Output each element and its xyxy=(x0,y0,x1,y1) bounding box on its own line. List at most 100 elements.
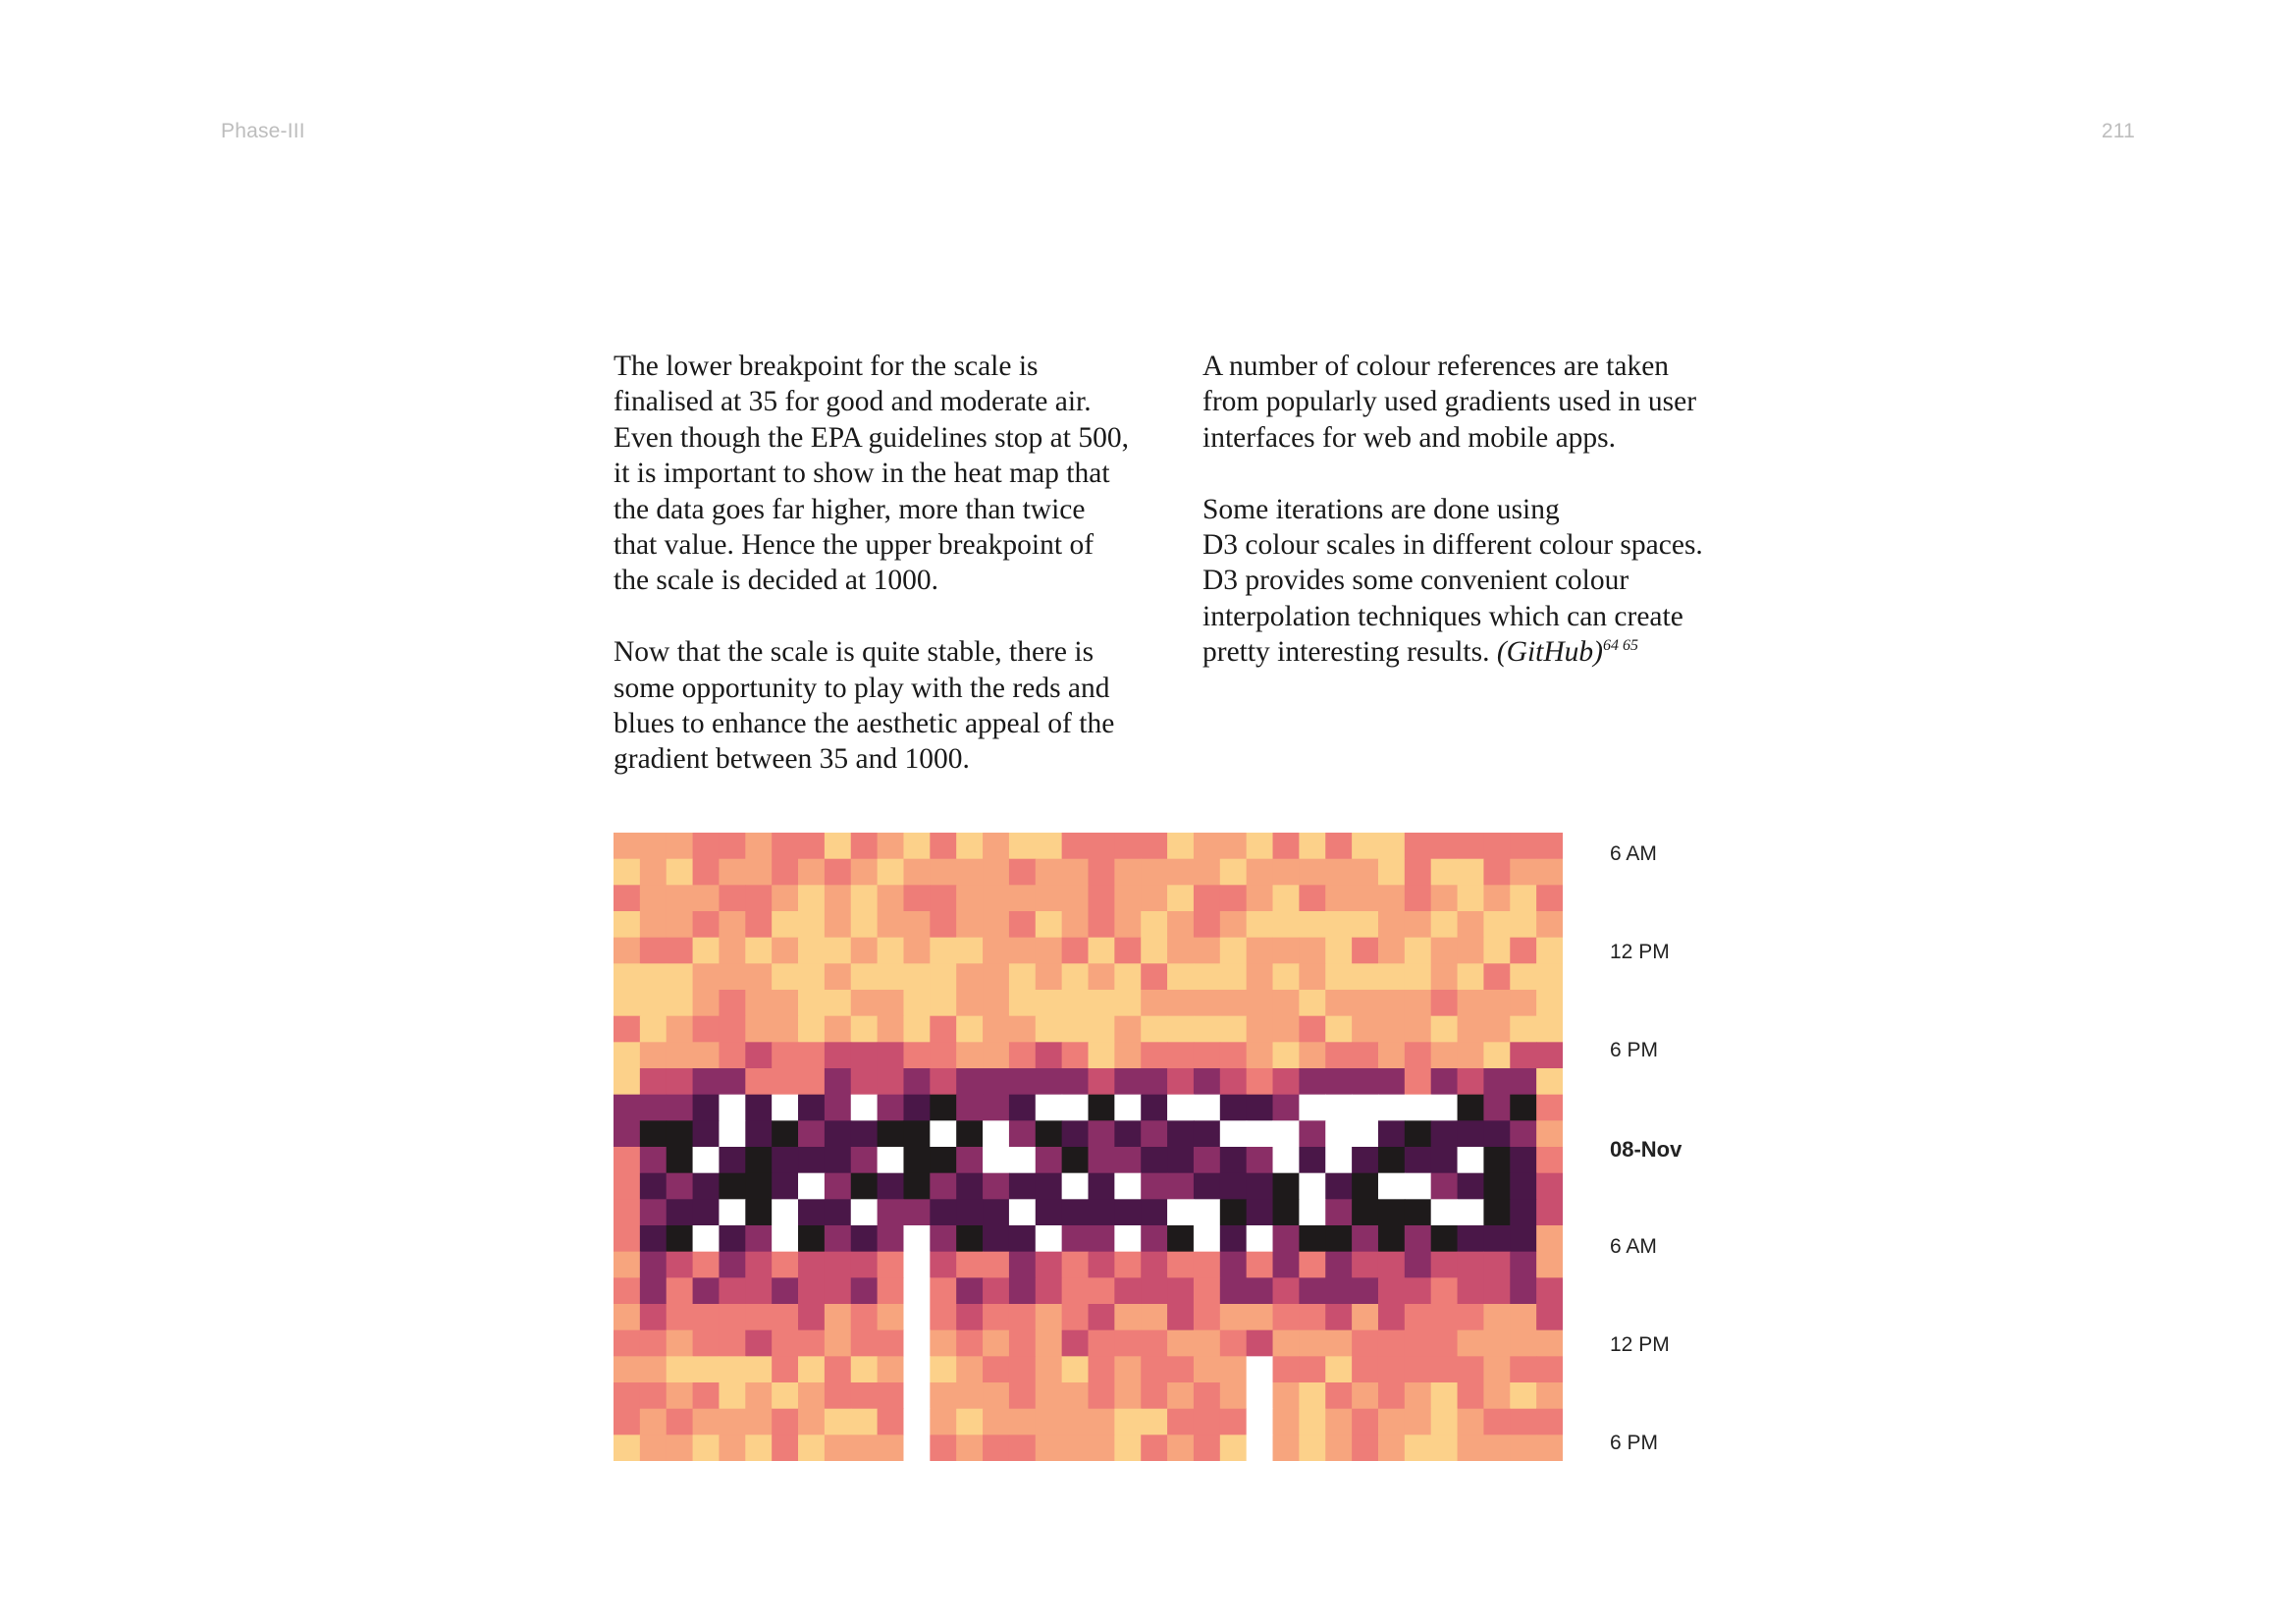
text-line: interfaces for web and mobile apps. xyxy=(1202,421,1617,454)
heatmap-cell xyxy=(639,1277,667,1305)
heatmap-cell xyxy=(1008,1147,1037,1174)
heatmap-cell xyxy=(877,963,905,991)
heatmap-cell xyxy=(1272,937,1300,964)
heatmap-cell xyxy=(1430,1068,1459,1096)
heatmap-cell xyxy=(719,1225,746,1253)
heatmap-cell xyxy=(719,1172,746,1200)
heatmap-cell xyxy=(1377,1329,1406,1357)
heatmap-cell xyxy=(1325,833,1353,860)
heatmap-cell xyxy=(1088,1435,1115,1461)
heatmap-cell xyxy=(1430,963,1459,991)
heatmap-cell xyxy=(983,1435,1010,1461)
heatmap-cell xyxy=(772,885,799,912)
heatmap-cell xyxy=(772,1015,799,1043)
right-paragraph-2: Some iterations are done using D3 colour… xyxy=(1202,492,1762,671)
heatmap-cell xyxy=(666,1277,694,1305)
heatmap-cell xyxy=(1377,1435,1406,1461)
heatmap-cell xyxy=(614,990,641,1017)
heatmap-cell xyxy=(903,937,931,964)
heatmap-cell xyxy=(1483,1225,1511,1253)
heatmap-cell xyxy=(824,858,852,886)
heatmap-cell xyxy=(745,1435,773,1461)
heatmap-cell xyxy=(614,1251,641,1278)
heatmap-cell xyxy=(1430,1172,1459,1200)
heatmap-cell xyxy=(1457,990,1485,1017)
heatmap-cell xyxy=(798,1042,826,1069)
heatmap-cell xyxy=(1457,911,1485,939)
heatmap-cell xyxy=(772,1251,799,1278)
heatmap-cell xyxy=(1377,1068,1406,1096)
heatmap-cell xyxy=(1219,963,1248,991)
heatmap-cell xyxy=(824,1015,852,1043)
heatmap-cell xyxy=(956,911,984,939)
heatmap-cell xyxy=(1536,1329,1563,1357)
heatmap-cell xyxy=(930,858,957,886)
heatmap-cell xyxy=(1008,1015,1037,1043)
heatmap-cell xyxy=(1352,990,1379,1017)
heatmap-cell xyxy=(1404,1120,1432,1148)
heatmap-cell xyxy=(877,1094,905,1121)
heatmap-cell xyxy=(1352,1329,1379,1357)
heatmap-cell xyxy=(639,1094,667,1121)
heatmap-cell xyxy=(1457,1435,1485,1461)
heatmap-cell xyxy=(1219,1015,1248,1043)
heatmap-cell xyxy=(745,1408,773,1435)
time-label: 12 PM xyxy=(1610,1333,1670,1356)
heatmap-cell xyxy=(1008,1408,1037,1435)
heatmap-cell xyxy=(666,1068,694,1096)
heatmap-cell xyxy=(692,1356,721,1383)
heatmap-cell xyxy=(1352,937,1379,964)
heatmap-cell xyxy=(772,1382,799,1410)
heatmap-cell xyxy=(1325,963,1353,991)
heatmap-cell xyxy=(1299,1094,1326,1121)
heatmap-cell xyxy=(1299,833,1326,860)
heatmap-cell xyxy=(877,1277,905,1305)
heatmap-cell xyxy=(1299,1147,1326,1174)
heatmap-cell xyxy=(1536,1172,1563,1200)
heatmap-cell xyxy=(983,937,1010,964)
heatmap-cell xyxy=(1219,911,1248,939)
heatmap-cell xyxy=(1510,1329,1537,1357)
heatmap-cell xyxy=(1008,1251,1037,1278)
heatmap-cell xyxy=(850,1120,879,1148)
heatmap-graphic xyxy=(614,833,1563,1461)
text-line: that value. Hence the upper breakpoint o… xyxy=(614,529,1095,562)
heatmap-cell xyxy=(1114,937,1142,964)
heatmap-cell xyxy=(1246,1068,1274,1096)
text-line: A number of colour references are taken xyxy=(1202,351,1670,382)
heatmap-cell xyxy=(1008,1329,1037,1357)
heatmap-cell xyxy=(639,1329,667,1357)
heatmap-cell xyxy=(983,1382,1010,1410)
heatmap-cell xyxy=(1193,1251,1221,1278)
heatmap-cell xyxy=(1114,1382,1142,1410)
heatmap-cell xyxy=(666,1382,694,1410)
heatmap-cell xyxy=(877,911,905,939)
heatmap-cell xyxy=(1141,1356,1168,1383)
heatmap-cell xyxy=(1035,1120,1063,1148)
heatmap-cell xyxy=(772,1042,799,1069)
heatmap-cell xyxy=(956,1225,984,1253)
heatmap-cell xyxy=(1088,1094,1115,1121)
heatmap-cell xyxy=(956,1094,984,1121)
heatmap-cell xyxy=(1246,1199,1274,1226)
heatmap-cell xyxy=(983,1225,1010,1253)
heatmap-cell xyxy=(798,1147,826,1174)
heatmap-cell xyxy=(639,1199,667,1226)
heatmap-cell xyxy=(877,1382,905,1410)
heatmap-cell xyxy=(1035,1068,1063,1096)
heatmap-cell xyxy=(1510,1068,1537,1096)
heatmap-cell xyxy=(1457,1120,1485,1148)
heatmap-cell xyxy=(877,858,905,886)
heatmap-cell xyxy=(1193,990,1221,1017)
heatmap-cell xyxy=(1404,1147,1432,1174)
heatmap-cell xyxy=(824,1277,852,1305)
heatmap-cell xyxy=(1377,1199,1406,1226)
heatmap-cell xyxy=(639,833,667,860)
heatmap-cell xyxy=(692,990,721,1017)
heatmap-cell xyxy=(1114,1435,1142,1461)
heatmap-cell xyxy=(1061,937,1090,964)
heatmap-cell xyxy=(1536,1304,1563,1331)
heatmap-cell xyxy=(1536,1120,1563,1148)
heatmap-cell xyxy=(956,1068,984,1096)
heatmap-cell xyxy=(1272,1199,1300,1226)
